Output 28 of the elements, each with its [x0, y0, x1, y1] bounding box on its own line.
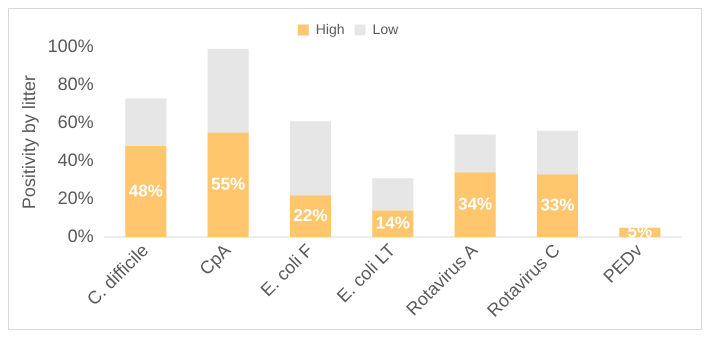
y-tick-label: 100% — [48, 36, 94, 56]
y-axis-title: Positivity by litter — [18, 75, 39, 210]
y-tick-label: 60% — [58, 112, 94, 132]
bar — [208, 132, 249, 238]
bar — [125, 146, 166, 238]
data-label: 33% — [540, 196, 575, 215]
bar — [536, 174, 578, 238]
x-tick-label: CpA — [196, 240, 234, 279]
x-tick-label: E. coli LT — [332, 240, 400, 306]
y-tick-label: 40% — [58, 150, 94, 170]
data-label: 55% — [211, 174, 246, 194]
y-tick-label: 80% — [58, 74, 94, 94]
bar — [372, 178, 414, 211]
data-label: 14% — [376, 214, 410, 233]
bar — [208, 48, 249, 133]
legend-label: Low — [372, 20, 400, 37]
bar — [454, 172, 496, 238]
bar — [536, 130, 578, 174]
legend-label: High — [316, 20, 345, 37]
y-tick-label: 0% — [68, 226, 94, 246]
bar — [125, 98, 166, 146]
data-label: 22% — [293, 206, 328, 225]
data-label: 48% — [128, 181, 163, 200]
bar — [290, 121, 332, 196]
x-tick-label: E. coli F — [256, 240, 317, 300]
data-label: 34% — [458, 194, 492, 214]
y-tick-label: 20% — [58, 188, 94, 208]
bar — [454, 134, 496, 173]
